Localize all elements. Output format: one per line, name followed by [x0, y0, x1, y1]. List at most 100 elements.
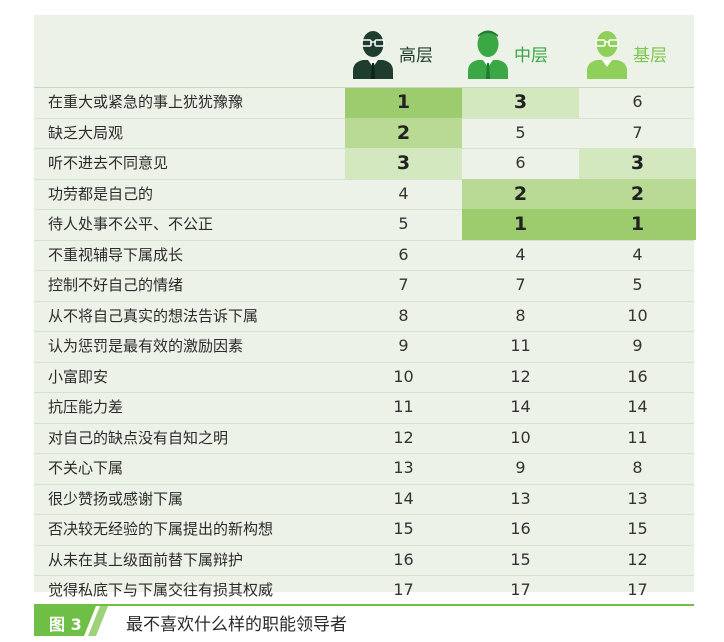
rank-cell-base: 11 [627, 427, 648, 447]
rank-cell-high: 16 [393, 549, 414, 569]
rank-cell-high: 6 [398, 244, 409, 264]
row-divider [34, 392, 694, 393]
row-label: 否决较无经验的下属提出的新构想 [48, 520, 274, 538]
table-row: 控制不好自己的情绪 7 7 5 [34, 270, 694, 301]
rank-cell-high: 12 [393, 427, 414, 447]
rank-cell-high: 4 [398, 183, 409, 203]
rank-cell-mid: 7 [515, 275, 526, 294]
table-row: 在重大或紧急的事上犹犹豫豫 1 3 6 [34, 87, 694, 118]
table-row: 很少赞扬或感谢下属 14 13 13 [34, 484, 694, 515]
row-divider [34, 514, 694, 515]
rank-cell-mid: 4 [515, 244, 526, 264]
rank-cell-mid: 2 [462, 178, 579, 209]
rank-cell-mid: 15 [510, 549, 531, 569]
rank-cell-high: 7 [398, 275, 409, 294]
rank-cell-base: 12 [627, 549, 648, 569]
row-label: 缺乏大局观 [48, 123, 124, 142]
rank-cell-high: 5 [398, 214, 409, 233]
rank-cell-mid: 14 [510, 397, 531, 416]
rank-cell-mid: 11 [510, 336, 531, 355]
column-header-base: 基层 [579, 15, 696, 87]
rank-cell-base: 7 [632, 122, 643, 142]
rank-cell-base: 13 [627, 488, 648, 508]
rank-cell-mid: 8 [515, 305, 526, 325]
figure-divider [34, 604, 694, 606]
table-row: 听不进去不同意见 3 6 3 [34, 148, 696, 179]
table-row: 从不将自己真实的想法告诉下属 8 8 10 [34, 301, 694, 332]
rank-cell-mid: 5 [515, 122, 526, 142]
rank-cell-mid: 17 [510, 580, 531, 599]
table-row: 小富即安 10 12 16 [34, 362, 694, 393]
row-label: 听不进去不同意见 [48, 154, 169, 172]
rank-cell-mid: 9 [515, 458, 526, 477]
row-label: 从不将自己真实的想法告诉下属 [48, 306, 259, 325]
table-row: 对自己的缺点没有自知之明 12 10 11 [34, 423, 694, 454]
row-divider [34, 575, 694, 576]
row-label: 从未在其上级面前替下属辩护 [48, 550, 244, 569]
rank-cell-base: 8 [632, 458, 643, 477]
row-label: 认为惩罚是最有效的激励因素 [48, 337, 244, 355]
column-label-high: 高层 [399, 46, 433, 66]
rank-cell-base: 10 [627, 305, 648, 325]
rank-cell-mid: 10 [510, 427, 531, 447]
table-row: 抗压能力差 11 14 14 [34, 392, 694, 423]
rank-cell-mid: 16 [510, 519, 531, 538]
row-divider [34, 300, 694, 302]
rank-cell-mid: 12 [510, 366, 531, 386]
rank-cell-base: 17 [627, 580, 648, 599]
row-label: 很少赞扬或感谢下属 [48, 489, 184, 508]
junior-staff-icon [587, 31, 627, 79]
rank-cell-high: 9 [398, 336, 409, 355]
table-row: 否决较无经验的下属提出的新构想 15 16 15 [34, 514, 694, 545]
row-divider [34, 178, 694, 180]
row-label: 对自己的缺点没有自知之明 [48, 428, 229, 447]
row-divider [34, 209, 694, 210]
rank-cell-base: 5 [632, 275, 643, 294]
table-row: 不关心下属 13 9 8 [34, 453, 694, 484]
row-divider [34, 270, 694, 271]
column-header-mid: 中层 [462, 15, 579, 87]
rank-cell-mid: 13 [510, 488, 531, 508]
rank-cell-high: 15 [393, 519, 414, 538]
senior-manager-icon [353, 31, 393, 79]
rank-cell-high: 17 [393, 580, 414, 599]
table-row: 认为惩罚是最有效的激励因素 9 11 9 [34, 331, 694, 362]
row-label: 觉得私底下与下属交往有损其权威 [48, 581, 274, 599]
row-divider [34, 453, 694, 454]
row-label: 抗压能力差 [48, 398, 124, 416]
table-row: 从未在其上级面前替下属辩护 16 15 12 [34, 545, 694, 576]
rank-cell-mid: 6 [515, 153, 526, 172]
rank-cell-base: 14 [627, 397, 648, 416]
row-label: 在重大或紧急的事上犹犹豫豫 [48, 93, 244, 111]
row-label: 待人处事不公平、不公正 [48, 215, 214, 233]
rank-cell-base: 2 [579, 178, 696, 209]
rank-cell-high: 14 [393, 488, 414, 508]
row-divider [34, 544, 694, 546]
header-divider [34, 87, 694, 88]
rank-cell-base: 9 [632, 336, 643, 355]
rank-cell-base: 15 [627, 519, 648, 538]
rank-cell-base: 6 [632, 92, 643, 111]
column-header-high: 高层 [345, 15, 462, 87]
column-label-base: 基层 [633, 46, 667, 66]
rank-cell-high: 8 [398, 305, 409, 325]
rank-cell-high: 13 [393, 458, 414, 477]
table-row: 不重视辅导下属成长 6 4 4 [34, 240, 694, 271]
row-label: 不重视辅导下属成长 [48, 245, 184, 264]
table-row: 待人处事不公平、不公正 5 1 1 [34, 209, 696, 240]
rank-cell-base: 3 [579, 148, 696, 179]
rank-cell-base: 16 [627, 366, 648, 386]
ranking-table: 高层 中层 基层 在重大或紧急的事上犹犹豫豫 1 3 6 缺乏大局观 2 5 7 听不进去不同意… [34, 15, 696, 599]
table-row: 缺乏大局观 2 5 7 [34, 117, 694, 148]
table-row: 功劳都是自己的 4 2 2 [34, 178, 696, 209]
middle-manager-icon [468, 30, 508, 79]
rank-cell-mid: 3 [462, 87, 579, 118]
column-label-mid: 中层 [514, 46, 548, 66]
row-label: 控制不好自己的情绪 [48, 276, 184, 294]
row-divider [34, 331, 694, 332]
row-divider [34, 239, 694, 241]
rank-cell-mid: 1 [462, 209, 579, 240]
rank-cell-base: 4 [632, 244, 643, 264]
figure-caption: 最不喜欢什么样的职能领导者 [126, 615, 347, 635]
rank-cell-high: 2 [345, 117, 462, 148]
